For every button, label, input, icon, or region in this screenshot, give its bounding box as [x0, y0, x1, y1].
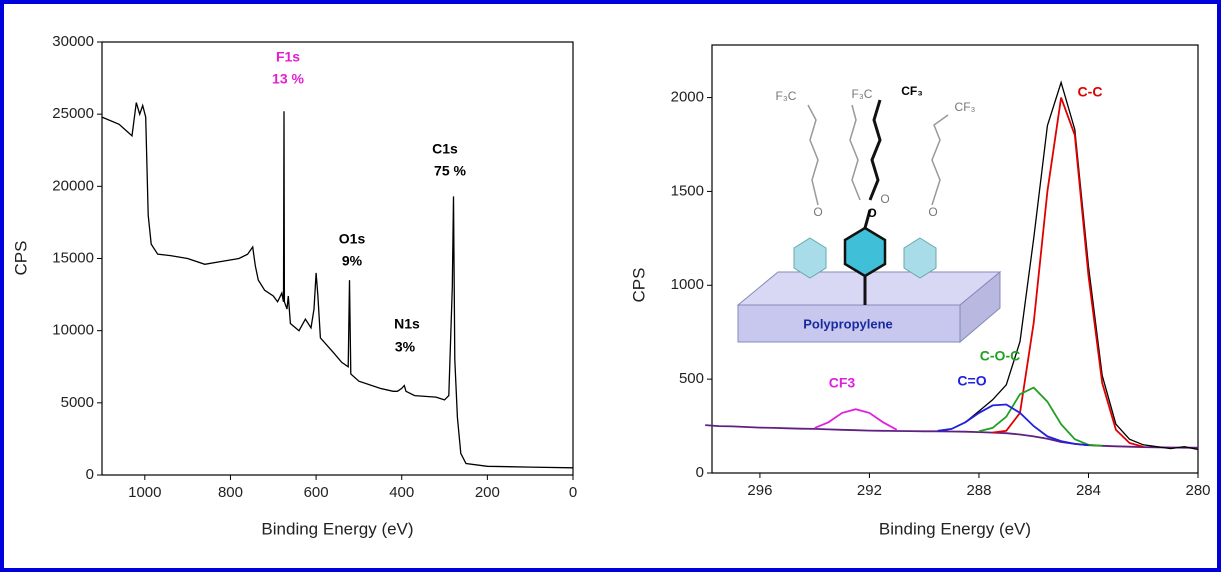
y-tick-label: 15000 [52, 249, 94, 266]
y-tick-label: 500 [679, 370, 704, 387]
chain [868, 99, 882, 201]
x-tick-label: 0 [569, 484, 577, 501]
annotation: 13 % [272, 71, 304, 87]
x-tick-label: 288 [966, 482, 991, 499]
series-label: C-O-C [980, 348, 1020, 364]
y-tick-label: 20000 [52, 177, 94, 194]
data-line [937, 403, 1089, 447]
slab-top [736, 271, 1002, 306]
chem-group: O [867, 206, 876, 220]
benzene-ring [843, 226, 887, 278]
y-tick-label: 1500 [671, 182, 704, 199]
series-label: C=O [957, 373, 986, 389]
annotation: O1s [339, 231, 366, 247]
annotation: 3% [395, 339, 416, 355]
chem-group: O [880, 192, 889, 206]
annotation: 9% [342, 253, 363, 269]
x-tick-label: 200 [475, 484, 500, 501]
annotation: F1s [276, 49, 300, 65]
ring-right [903, 237, 937, 279]
x-tick-label: 284 [1076, 482, 1101, 499]
chem-group: O [928, 205, 937, 219]
bond [863, 209, 872, 229]
y-tick-label: 5000 [61, 394, 94, 411]
x-axis-label: Binding Energy (eV) [261, 519, 413, 538]
y-axis-label: CPS [11, 241, 30, 276]
data-line [101, 102, 574, 469]
x-tick-label: 296 [747, 482, 772, 499]
x-tick-label: 1000 [128, 484, 161, 501]
inset-label: Polypropylene [803, 316, 893, 331]
annotation: C1s [432, 141, 458, 157]
chem-group: CF₃ [901, 84, 923, 98]
chem-group: F₃C [776, 89, 797, 103]
x-tick-label: 280 [1185, 482, 1210, 499]
ring-left [793, 237, 827, 279]
x-tick-label: 600 [304, 484, 329, 501]
data-line [937, 80, 1199, 451]
plot-frame [711, 44, 1199, 474]
y-tick-label: 10000 [52, 322, 94, 339]
chain [931, 114, 949, 206]
series-label: C-C [1078, 84, 1103, 100]
y-tick-label: 25000 [52, 105, 94, 122]
annotation: N1s [394, 316, 420, 332]
y-tick-label: 2000 [671, 89, 704, 106]
x-tick-label: 292 [857, 482, 882, 499]
data-line [705, 424, 1198, 449]
data-line [814, 408, 898, 431]
chem-group: CF₃ [955, 100, 976, 114]
x-tick-label: 800 [218, 484, 243, 501]
x-axis-label: Binding Energy (eV) [879, 519, 1031, 538]
data-line [978, 386, 1103, 447]
y-tick-label: 1000 [671, 276, 704, 293]
y-tick-label: 30000 [52, 33, 94, 50]
x-tick-label: 400 [389, 484, 414, 501]
y-tick-label: 0 [696, 464, 704, 481]
series-label: CF3 [829, 375, 856, 391]
y-tick-label: 0 [86, 466, 94, 483]
chain [807, 104, 819, 206]
y-axis-label: CPS [629, 268, 648, 303]
chem-group: F₃C [852, 87, 873, 101]
annotation: 75 % [434, 163, 466, 179]
chem-group: O [813, 205, 822, 219]
inset: Polypropylene [736, 99, 1002, 344]
slab-side [959, 270, 1001, 344]
chain [849, 104, 861, 201]
data-line [992, 97, 1144, 448]
